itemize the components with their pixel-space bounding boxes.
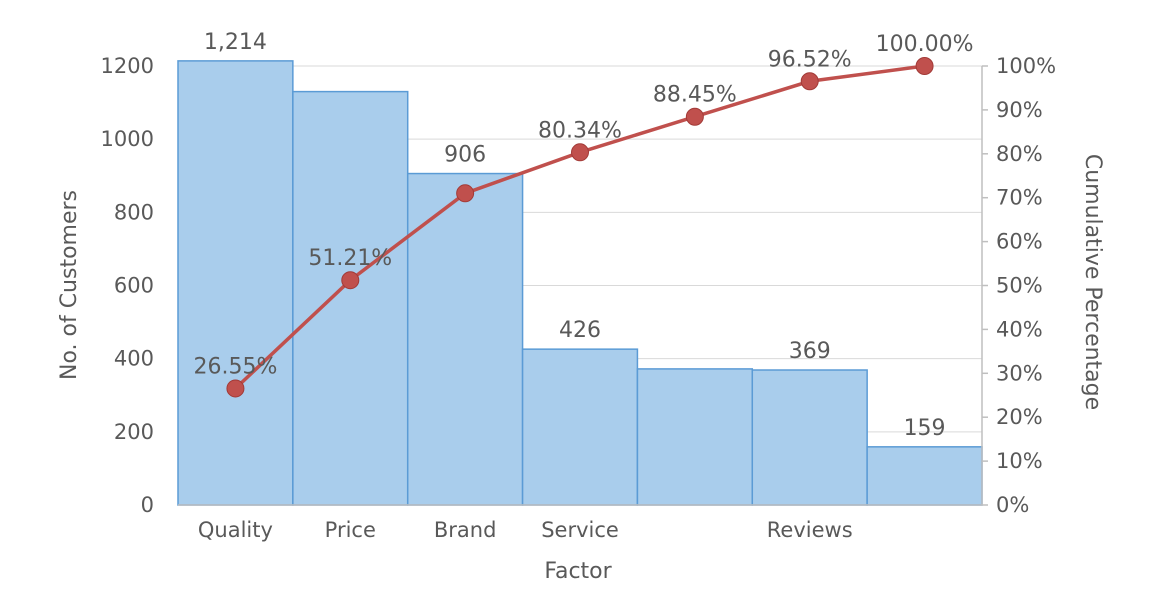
y-tick-label: 0 bbox=[141, 493, 154, 517]
bar-value-label: 426 bbox=[559, 318, 601, 343]
y-tick-label: 800 bbox=[114, 200, 154, 224]
cumulative-value-label: 26.55% bbox=[193, 354, 277, 379]
y2-tick-label: 30% bbox=[996, 361, 1043, 385]
cumulative-point bbox=[571, 143, 589, 162]
y2-tick-label: 0% bbox=[996, 493, 1029, 517]
bar-value-label: 906 bbox=[444, 143, 486, 168]
y2-tick-label: 10% bbox=[996, 449, 1043, 473]
y2-tick-label: 90% bbox=[996, 98, 1043, 122]
y-tick-label: 600 bbox=[114, 274, 154, 298]
cumulative-point bbox=[226, 379, 245, 398]
cumulative-point bbox=[800, 72, 819, 91]
bar bbox=[636, 368, 754, 506]
bars bbox=[177, 60, 983, 506]
y2-tick-label: 80% bbox=[996, 142, 1043, 166]
cumulative-value-label: 80.34% bbox=[538, 118, 622, 143]
bar bbox=[406, 172, 524, 506]
bar bbox=[751, 369, 868, 506]
cumulative-point bbox=[915, 57, 934, 75]
y2-tick-label: 20% bbox=[996, 405, 1043, 429]
y2-tick-label: 50% bbox=[996, 274, 1043, 298]
cumulative-point bbox=[685, 107, 704, 126]
bar bbox=[177, 60, 294, 506]
axes: 0 200 400 600 800 1000 1200 0% 10% 20% 30% 40% 50% 60… bbox=[101, 54, 1057, 542]
y-tick-label: 1200 bbox=[101, 54, 154, 78]
y-tick-label: 1000 bbox=[101, 127, 154, 151]
cumulative-value-label: 100.00% bbox=[876, 32, 974, 57]
labels: 1,214 906 426 369 159 26.55% 51.21% 80.34% 88.45… bbox=[193, 30, 973, 441]
x-tick-label: Brand bbox=[434, 518, 497, 542]
bar bbox=[866, 446, 983, 506]
y2-tick-label: 60% bbox=[996, 230, 1043, 254]
bar-value-label: 1,214 bbox=[204, 30, 267, 55]
bar bbox=[521, 348, 639, 506]
cumulative-point bbox=[456, 184, 475, 203]
cumulative-line bbox=[226, 57, 934, 398]
cumulative-value-label: 88.45% bbox=[653, 83, 737, 108]
y-tick-label: 400 bbox=[114, 347, 154, 371]
x-tick-label: Quality bbox=[198, 518, 273, 542]
x-tick-label: Price bbox=[325, 518, 376, 542]
y2-axis-title: Cumulative Percentage bbox=[1080, 154, 1105, 410]
x-tick-label: Reviews bbox=[767, 518, 853, 542]
y2-tick-label: 70% bbox=[996, 186, 1043, 210]
cumulative-point bbox=[341, 271, 360, 290]
bar bbox=[292, 90, 409, 506]
y-tick-label: 200 bbox=[114, 420, 154, 444]
bar-value-label: 369 bbox=[789, 339, 831, 364]
bar-value-label: 159 bbox=[904, 416, 946, 441]
x-tick-label: Service bbox=[541, 518, 619, 542]
y2-tick-label: 100% bbox=[996, 54, 1056, 78]
cumulative-value-label: 51.21% bbox=[308, 246, 392, 271]
x-axis-title: Factor bbox=[544, 559, 612, 584]
y-axis-title: No. of Customers bbox=[57, 190, 82, 380]
y2-tick-label: 40% bbox=[996, 317, 1043, 341]
cumulative-value-label: 96.52% bbox=[768, 47, 852, 72]
